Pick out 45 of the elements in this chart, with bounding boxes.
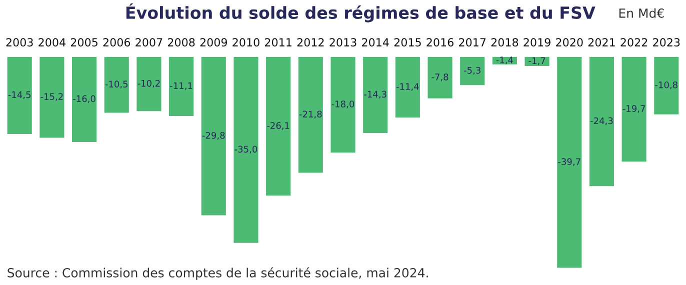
data-label: -29,8 [202,132,225,140]
data-label: -14,3 [364,90,386,99]
data-label: -7,8 [432,74,448,82]
x-tick-label: 2013 [330,38,356,47]
data-label: -11,4 [396,83,419,91]
data-label: -26,1 [267,122,290,130]
x-tick-label: 2022 [620,38,648,47]
data-label: -1,7 [528,57,546,66]
data-label: -5,3 [464,66,480,75]
x-tick-label: 2015 [394,38,421,47]
x-tick-label: 2018 [491,38,518,47]
data-label: -24,3 [590,117,613,126]
x-tick-label: 2004 [38,38,66,47]
x-tick-label: 2006 [103,38,130,47]
x-tick-label: 2019 [524,38,550,47]
annotation: Source : Commission des comptes de la sécurité sociale, mai 2024. [8,267,428,280]
data-label: -1,4 [496,56,513,64]
x-tick-label: 2017 [459,38,486,47]
data-label: -14,5 [8,91,30,100]
x-tick-label: 2020 [556,38,583,47]
x-tick-label: 2009 [200,38,227,47]
x-tick-label: 2003 [6,38,33,47]
x-tick-label: 2012 [297,38,324,47]
x-tick-label: 2011 [264,38,292,47]
x-tick-label: 2007 [136,38,162,47]
x-tick-label: 2010 [232,38,260,47]
data-label: -15,2 [40,93,63,101]
x-tick-label: 2008 [168,38,195,47]
data-label: -35,0 [234,146,258,154]
chart-title: Évolution du solde des régimes de base et du FSV [126,3,596,22]
x-tick-label: 2005 [70,38,98,47]
data-label: -11,1 [170,82,192,90]
chart-subtitle: En Md€ [619,8,664,18]
data-label: -10,5 [105,80,128,88]
data-label: -19,7 [622,105,645,113]
data-label: -39,7 [558,158,580,166]
x-tick-label: 2023 [653,38,680,47]
data-label: -10,8 [655,81,678,90]
data-label: -21,8 [299,110,322,118]
data-label: -16,0 [73,95,96,104]
x-tick-label: 2021 [588,38,615,47]
x-tick-label: 2016 [426,38,454,47]
x-tick-label: 2014 [362,38,389,47]
data-label: -10,2 [138,80,160,88]
data-label: -18,0 [332,100,354,108]
